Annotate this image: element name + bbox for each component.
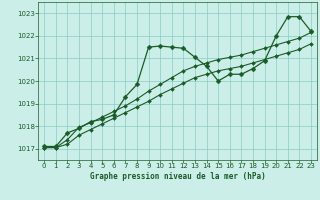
- X-axis label: Graphe pression niveau de la mer (hPa): Graphe pression niveau de la mer (hPa): [90, 172, 266, 181]
